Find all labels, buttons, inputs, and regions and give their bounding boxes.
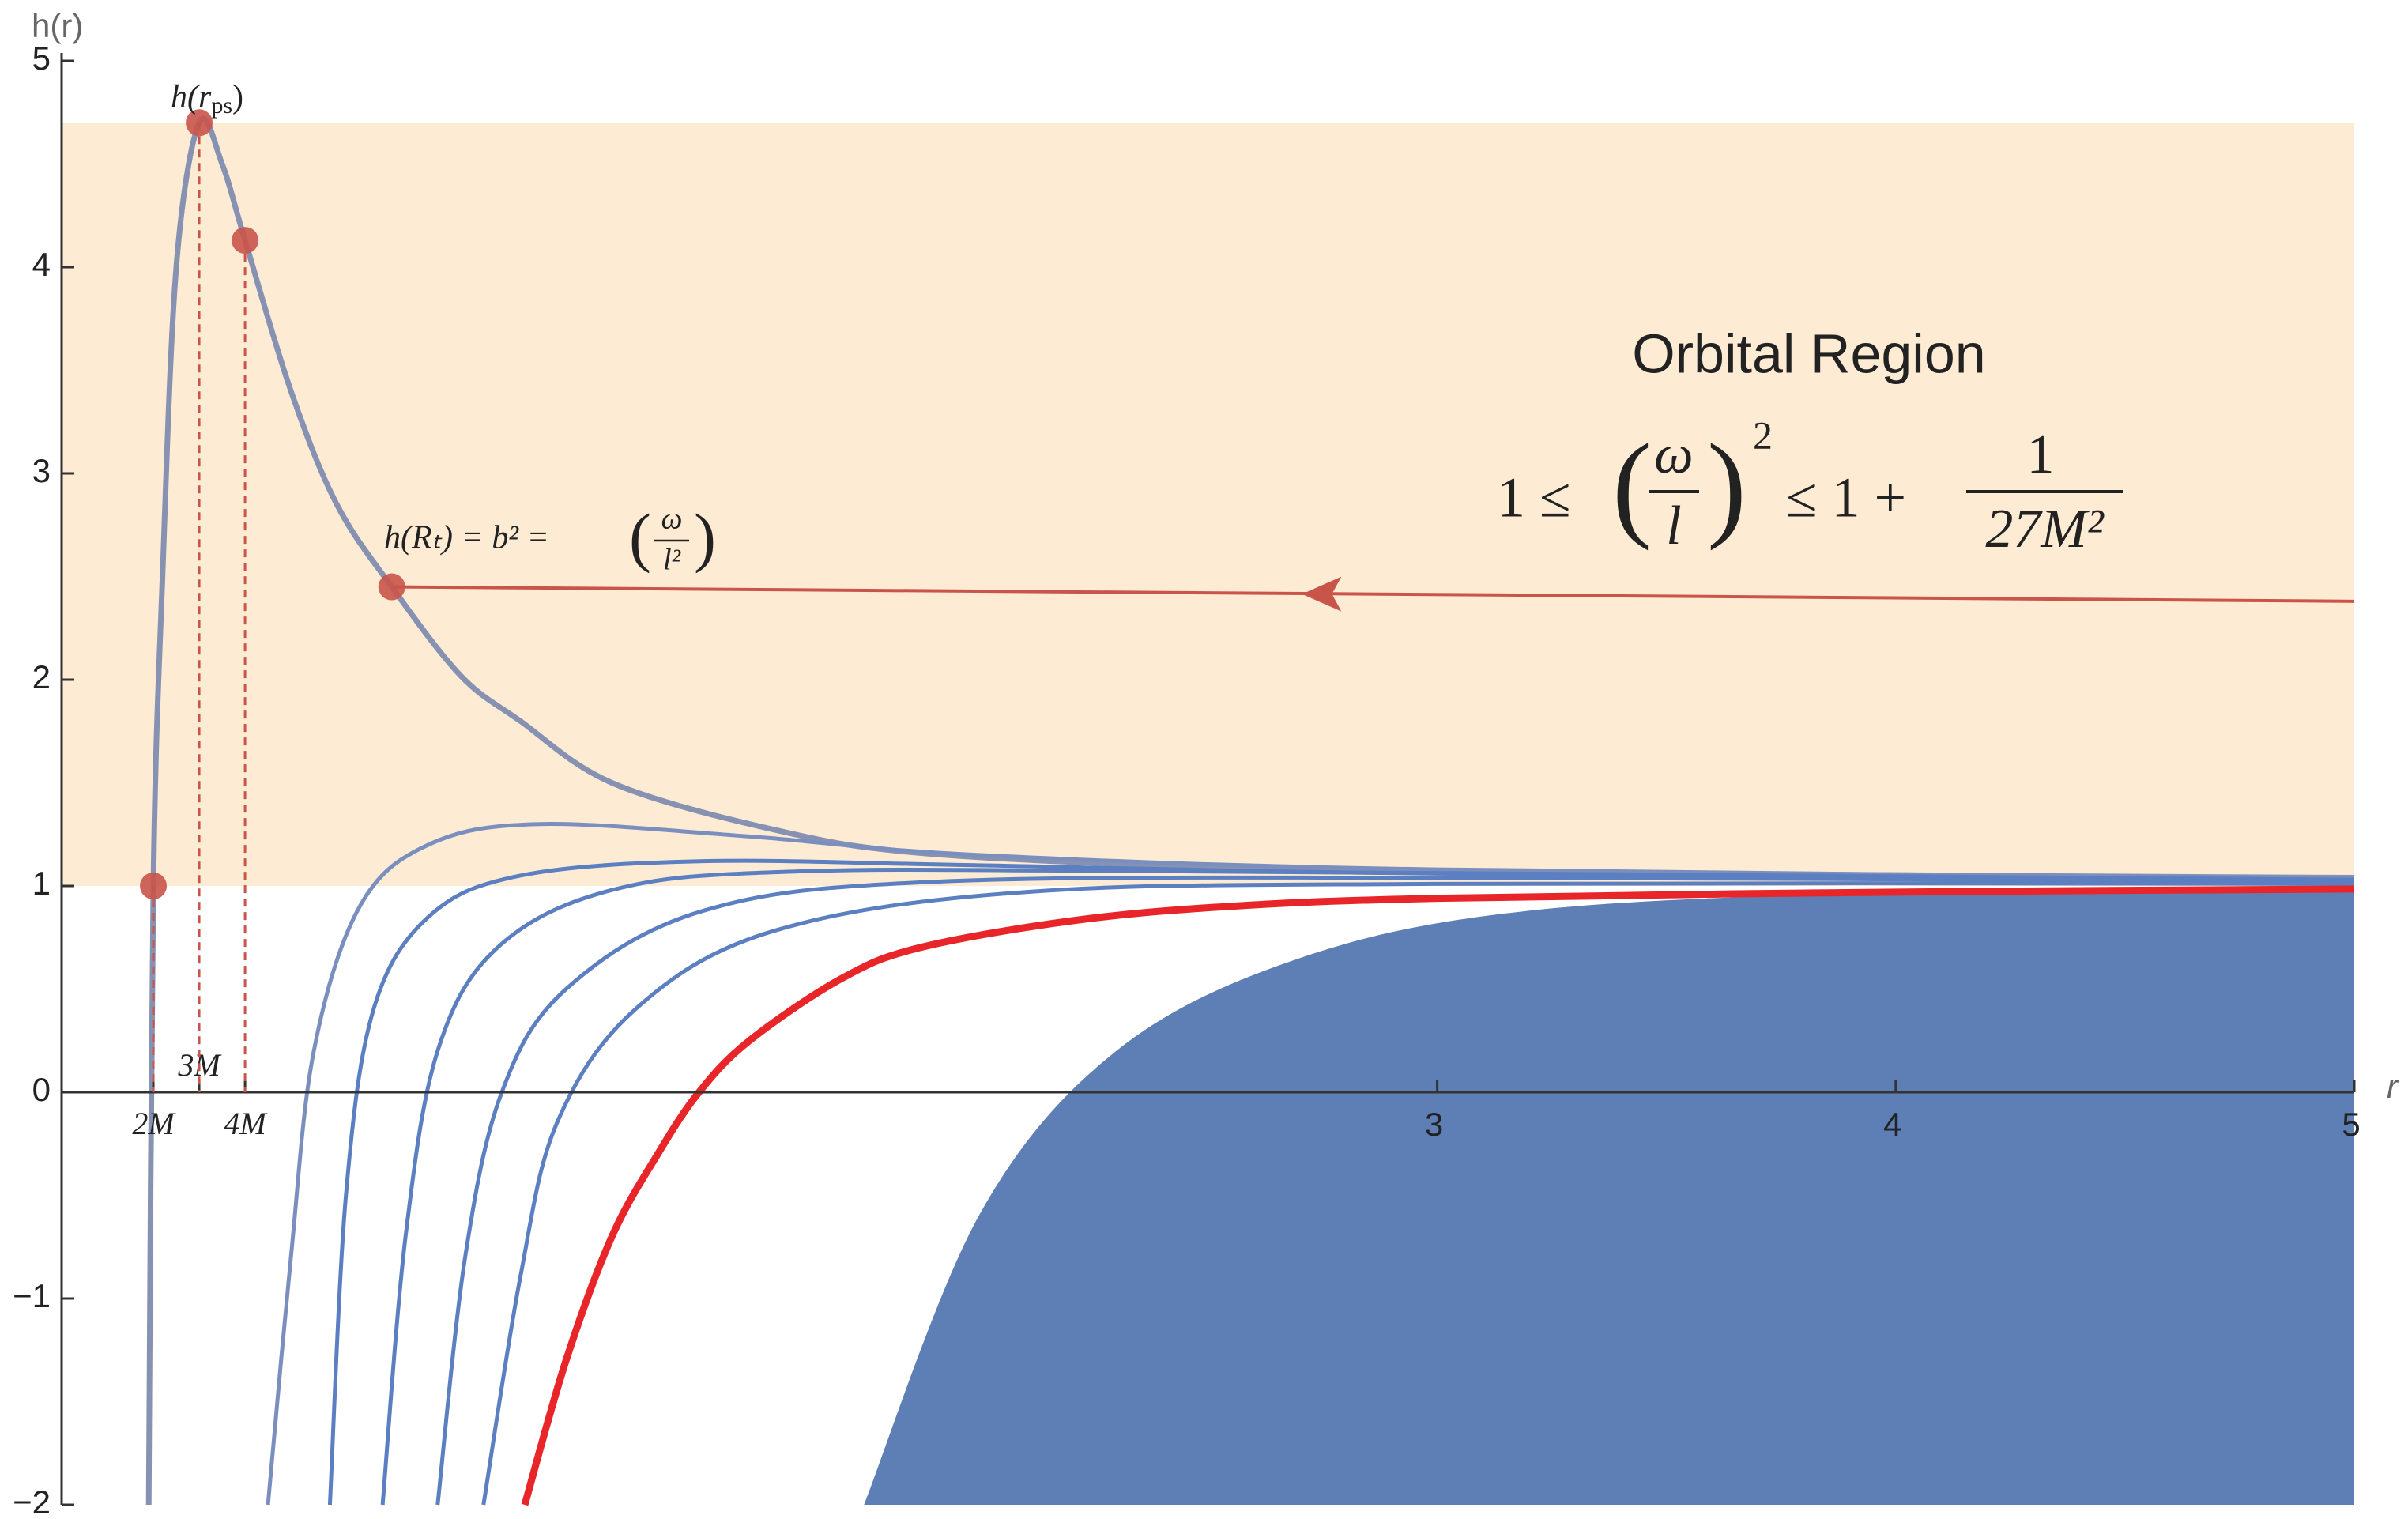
formula-den: l [1666, 496, 1681, 556]
curve [380, 868, 2355, 1506]
y-tick-label: −1 [13, 1277, 51, 1314]
point [232, 227, 259, 254]
region-formula: 1 ≤ ( ω l ) 2 ≤ 1 + 1 27M² [1497, 413, 2123, 560]
peak-sub: ps [211, 92, 232, 119]
formula-num: ω [1654, 424, 1693, 485]
x-axis-label: r [2387, 1068, 2399, 1105]
turning-den: l² [663, 544, 681, 577]
curve [266, 822, 2355, 1506]
formula-exp: 2 [1753, 413, 1773, 457]
turning-rparen: ) [694, 500, 716, 574]
arrow-head [1302, 576, 1342, 612]
formula-den2: 27M² [1985, 499, 2104, 560]
y-tick-label: −2 [13, 1483, 51, 1519]
curve [481, 881, 2355, 1506]
peak-prefix: h(r [171, 79, 212, 115]
formula-rparen: ) [1707, 420, 1747, 551]
turning-prefix: h(Rₜ) = b² = [384, 520, 549, 556]
x-tick-label: 2M [132, 1106, 176, 1141]
y-tick-label: 3 [32, 452, 51, 489]
y-tick-label: 1 [32, 865, 51, 902]
formula-mid: ≤ 1 + [1786, 466, 1906, 530]
turning-num: ω [661, 503, 683, 536]
formula-lhs: 1 ≤ [1497, 466, 1571, 530]
background-layer [62, 122, 2354, 887]
point [378, 573, 405, 601]
y-tick-label: 5 [32, 40, 51, 77]
x-tick-label: 4 [1883, 1106, 1901, 1143]
formula-num2: 1 [2027, 424, 2055, 485]
orbital-band [62, 122, 2354, 887]
y-tick-label: 2 [32, 658, 51, 695]
region-title: Orbital Region [1632, 322, 1985, 384]
arrow-line [391, 585, 2355, 603]
turning-lparen: ( [629, 500, 651, 574]
x-tick-label: 4M [224, 1106, 268, 1141]
curve [435, 875, 2355, 1506]
curve [521, 885, 2355, 1506]
curve [145, 115, 2355, 1506]
formula-lparen: ( [1612, 420, 1652, 551]
point [186, 109, 213, 137]
turning-label: h(Rₜ) = b² = ( ω l² ) [384, 500, 716, 576]
peak-suffix: ) [232, 79, 243, 115]
x-tick-label: 5 [2342, 1106, 2360, 1143]
curves-layer [145, 115, 2355, 1506]
y-axis-label: h(r) [32, 7, 83, 44]
x-tick-label: 3 [1425, 1106, 1443, 1143]
y-tick-label: 0 [32, 1071, 51, 1108]
peak-label: h(rps) [171, 79, 243, 119]
y-tick-label: 4 [32, 246, 51, 283]
point [140, 873, 168, 899]
dense-area [864, 886, 2354, 1505]
